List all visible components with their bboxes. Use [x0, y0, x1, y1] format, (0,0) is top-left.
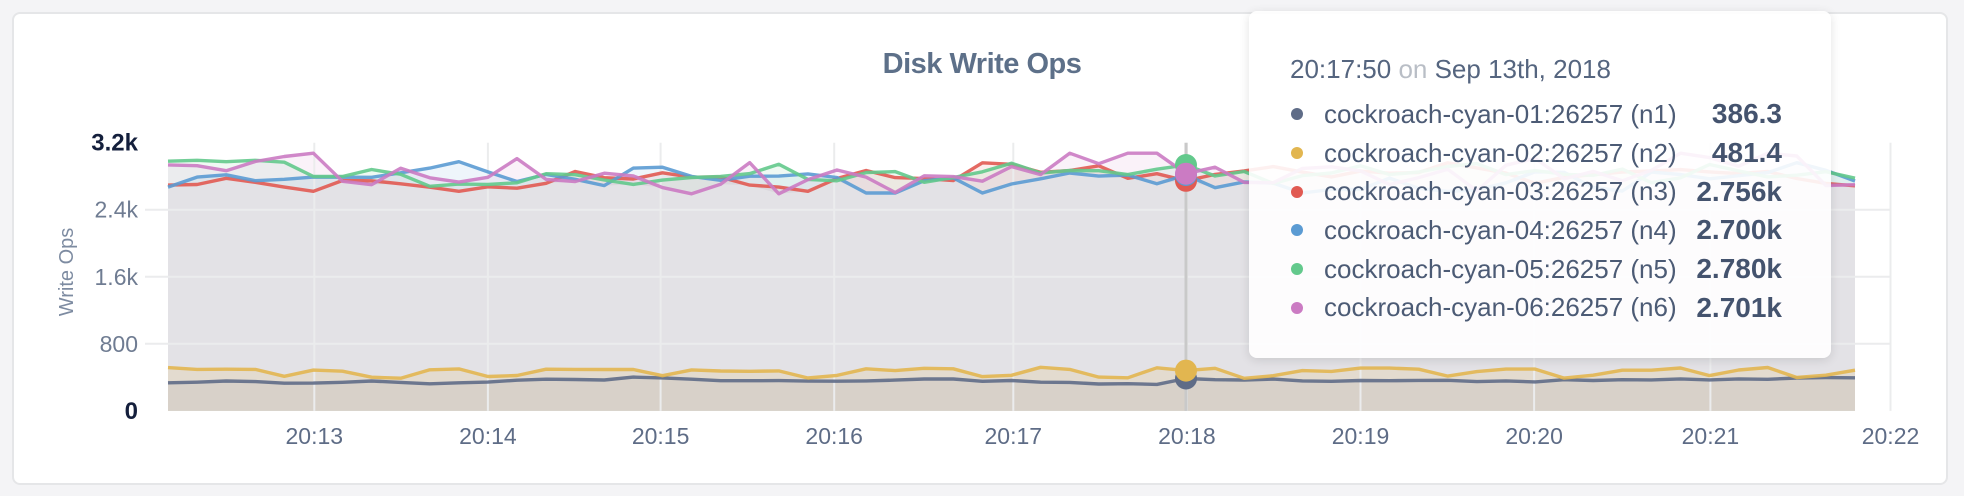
svg-text:20:22: 20:22 — [1862, 423, 1920, 449]
svg-text:20:14: 20:14 — [459, 423, 517, 449]
svg-text:800: 800 — [100, 331, 138, 357]
svg-text:3.2k: 3.2k — [91, 130, 138, 157]
svg-text:Write Ops: Write Ops — [56, 228, 78, 317]
svg-text:20:21: 20:21 — [1682, 423, 1740, 449]
svg-text:20:16: 20:16 — [805, 423, 863, 449]
svg-text:20:19: 20:19 — [1332, 423, 1390, 449]
svg-text:0: 0 — [125, 398, 138, 425]
svg-text:20:20: 20:20 — [1505, 423, 1563, 449]
svg-text:2.4k: 2.4k — [95, 197, 139, 223]
svg-text:1.6k: 1.6k — [95, 264, 139, 290]
svg-text:20:18: 20:18 — [1158, 423, 1216, 449]
svg-text:20:13: 20:13 — [286, 423, 344, 449]
svg-text:20:17: 20:17 — [985, 423, 1043, 449]
svg-text:20:15: 20:15 — [632, 423, 690, 449]
